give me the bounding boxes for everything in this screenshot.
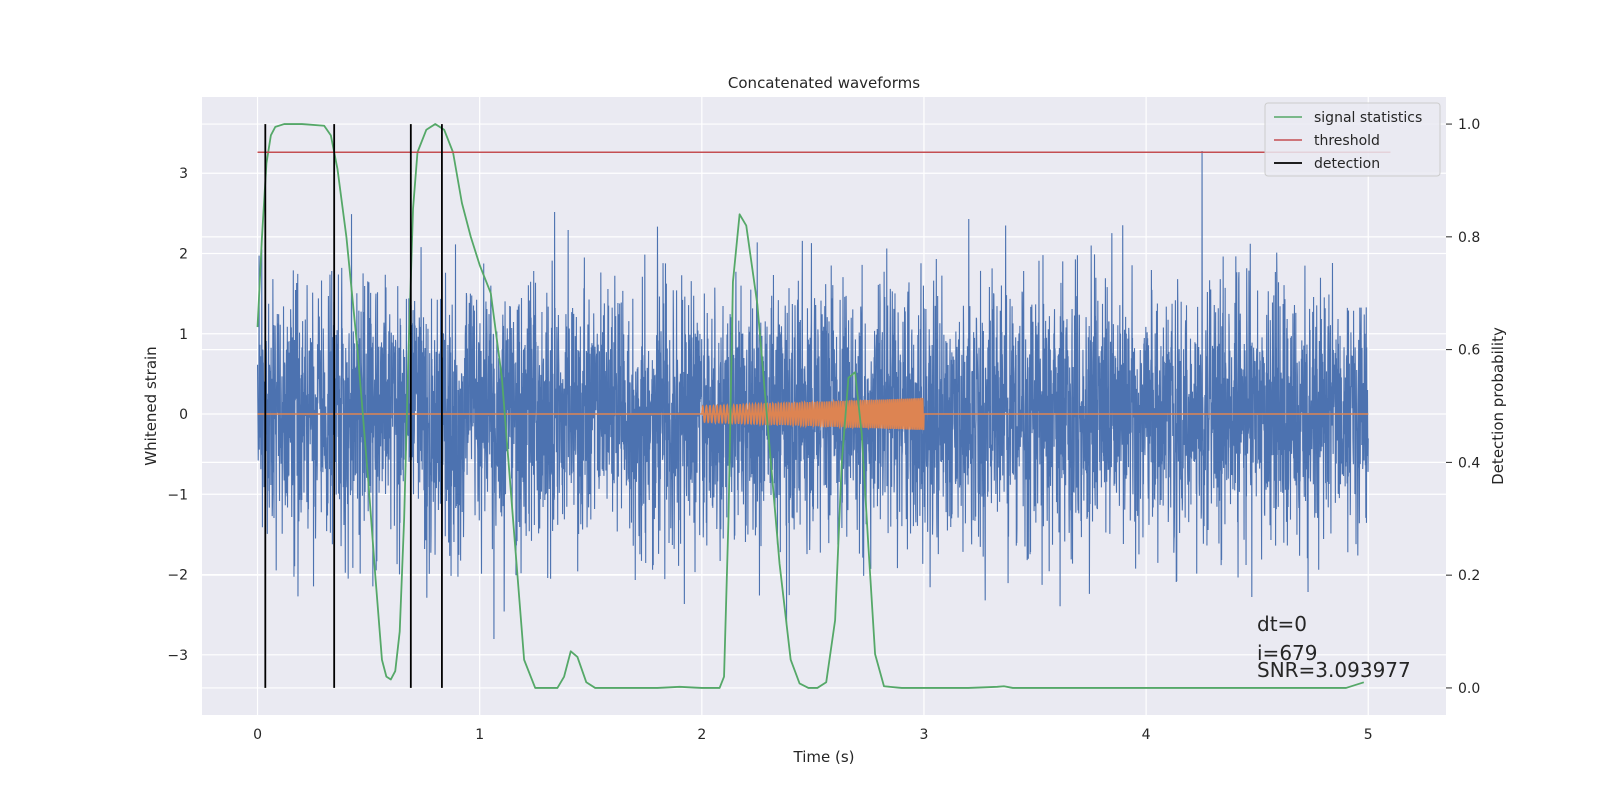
y-ticks: −3 −2 −1 0 1 2 3 xyxy=(167,166,188,664)
x-tick-label-5: 5 xyxy=(1364,727,1373,743)
y-tick-label-5: 2 xyxy=(179,247,188,263)
x-tick-label-3: 3 xyxy=(920,727,929,743)
y-tick-label-6: 3 xyxy=(179,166,188,182)
legend-label-detection: detection xyxy=(1314,156,1380,172)
y-tick-label-2: −1 xyxy=(167,487,188,503)
y2-tick-label-0: 0.0 xyxy=(1458,681,1480,697)
y2-tick-label-1: 0.2 xyxy=(1458,568,1480,584)
y2-axis-label: Detection probability xyxy=(1489,327,1507,485)
y-tick-label-1: −2 xyxy=(167,568,188,584)
x-tick-label-2: 2 xyxy=(697,727,706,743)
legend: signal statistics threshold detection xyxy=(1264,102,1441,177)
annotation-index: i=679 xyxy=(1257,641,1318,665)
annotation-snr: SNR=3.093977 xyxy=(1257,658,1411,682)
plot-content xyxy=(256,123,1391,689)
y-tick-label-0: −3 xyxy=(167,648,188,664)
legend-label-threshold: threshold xyxy=(1314,133,1380,149)
x-tick-label-0: 0 xyxy=(253,727,262,743)
x-tick-label-1: 1 xyxy=(475,727,484,743)
legend-box xyxy=(1264,102,1441,177)
y2-tick-label-4: 0.8 xyxy=(1458,230,1480,246)
grid-y2 xyxy=(202,123,1446,689)
y2-tick-label-2: 0.4 xyxy=(1458,455,1480,471)
x-tick-label-4: 4 xyxy=(1142,727,1151,743)
legend-label-signal-statistics: signal statistics xyxy=(1314,110,1422,126)
chart-title: Concatenated waveforms xyxy=(728,74,920,92)
y2-tick-label-3: 0.6 xyxy=(1458,343,1480,359)
series-injected-chirp xyxy=(701,397,925,431)
y2-ticks: 0.0 0.2 0.4 0.6 0.8 1.0 xyxy=(1446,117,1480,697)
series-signal-statistics xyxy=(256,123,1365,689)
x-axis-label: Time (s) xyxy=(793,748,855,766)
y-tick-label-4: 1 xyxy=(179,327,188,343)
y-axis-label: Whitened strain xyxy=(142,346,160,465)
x-ticks: 0 1 2 3 4 5 xyxy=(253,727,1373,743)
y-tick-label-3: 0 xyxy=(179,407,188,423)
annotation-dt: dt=0 xyxy=(1257,612,1307,636)
y2-tick-label-5: 1.0 xyxy=(1458,117,1480,133)
